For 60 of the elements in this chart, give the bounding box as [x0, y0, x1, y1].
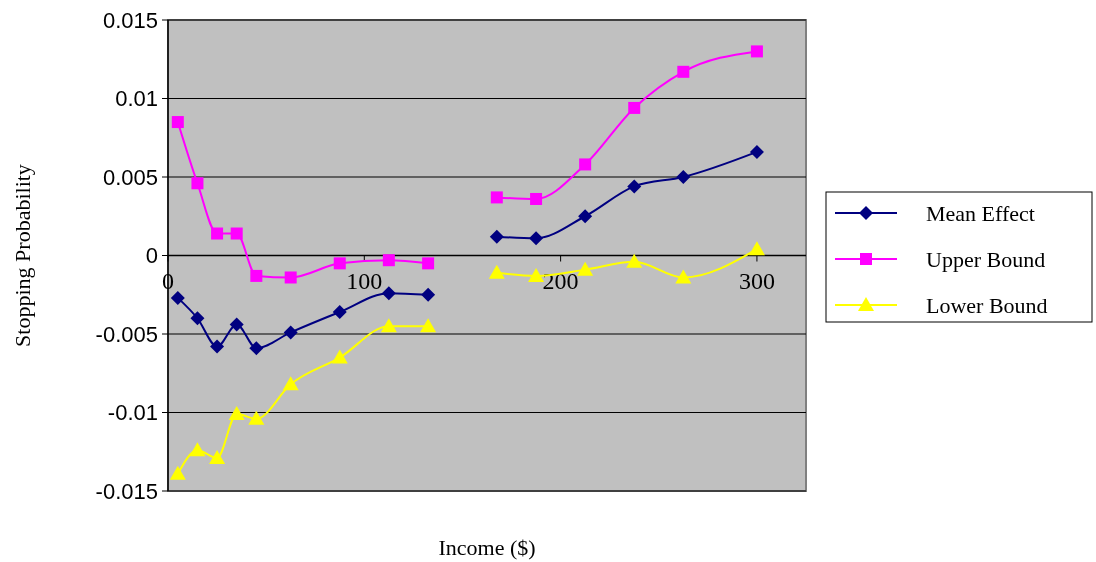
point	[331, 349, 348, 364]
point	[381, 286, 396, 301]
point	[627, 179, 642, 194]
point	[169, 465, 186, 480]
point	[626, 253, 643, 268]
point	[488, 264, 505, 279]
point	[189, 442, 206, 457]
point	[382, 254, 395, 267]
point	[283, 325, 298, 340]
point	[229, 317, 244, 332]
y-tick-label: -0.005	[95, 321, 158, 347]
point	[529, 231, 544, 246]
point	[170, 290, 185, 305]
point	[489, 229, 504, 244]
point	[171, 116, 184, 129]
point	[230, 227, 243, 240]
y-tick-label: 0.01	[115, 86, 158, 112]
point	[577, 261, 594, 276]
point	[421, 287, 436, 302]
point	[578, 209, 593, 224]
point	[579, 158, 592, 171]
legend-label: Upper Bound	[926, 246, 1046, 272]
point	[282, 376, 299, 391]
x-axis-title: Income ($)	[438, 535, 536, 560]
legend-label: Lower Bound	[926, 292, 1048, 318]
point	[249, 341, 264, 356]
y-tick-label: 0.005	[102, 164, 158, 190]
point	[284, 271, 297, 284]
x-tick-label: 200	[542, 267, 579, 294]
y-tick-label: -0.01	[107, 400, 158, 426]
point	[333, 257, 346, 270]
y-tick-label: -0.015	[95, 478, 158, 504]
x-tick-label: 100	[346, 267, 383, 294]
point	[420, 318, 437, 333]
y-axis-title: Stopping Probability	[10, 164, 35, 347]
point	[530, 192, 543, 205]
point	[676, 170, 691, 184]
point	[332, 305, 347, 320]
x-tick-label: 300	[738, 267, 775, 294]
point	[210, 339, 225, 354]
point	[190, 311, 205, 326]
legend-label: Mean Effect	[926, 200, 1035, 226]
point	[209, 450, 226, 465]
y-tick-label: 0	[145, 243, 158, 269]
point	[422, 257, 435, 270]
point	[750, 45, 763, 58]
point	[748, 241, 765, 256]
point	[528, 267, 545, 282]
point	[628, 101, 641, 114]
point	[228, 406, 245, 421]
point	[675, 269, 692, 284]
point	[677, 65, 690, 78]
point	[490, 191, 503, 204]
point	[250, 269, 263, 282]
point	[211, 227, 224, 240]
point	[248, 410, 265, 425]
point	[380, 318, 397, 333]
y-tick-label: 0.015	[102, 7, 158, 33]
point	[749, 144, 764, 159]
point	[191, 177, 204, 190]
